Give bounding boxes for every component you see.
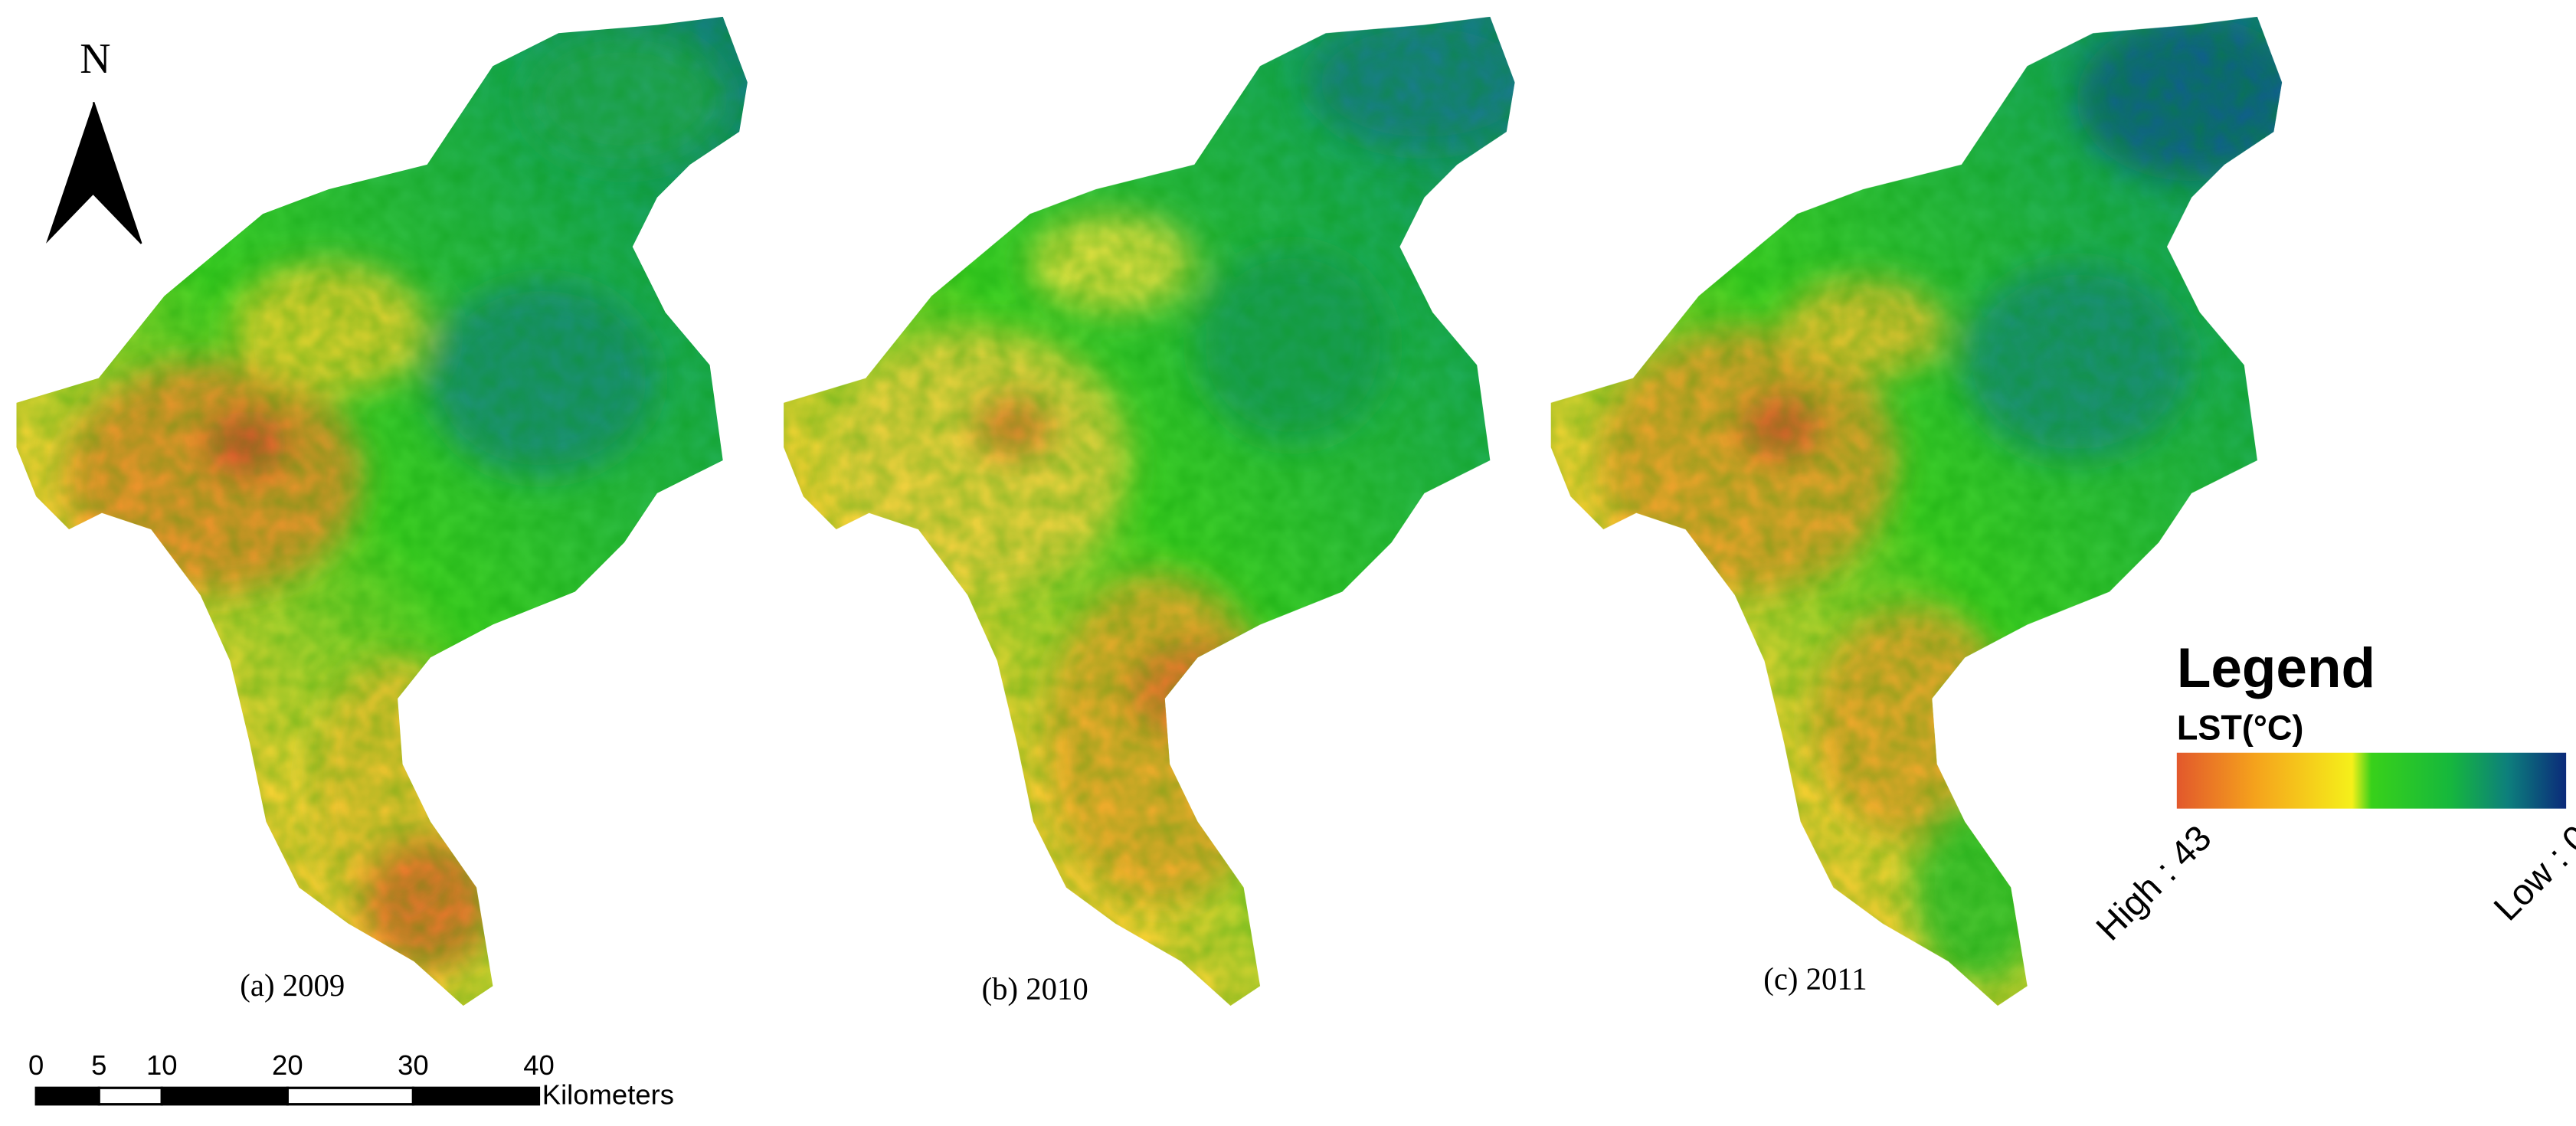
panel-label: (a) 2009	[240, 968, 345, 1003]
north-arrow: N	[46, 35, 142, 244]
scale-tick-label: 20	[272, 1049, 303, 1081]
panel-label: (b) 2010	[982, 971, 1088, 1006]
scale-segment	[286, 1086, 415, 1106]
lst-raster	[1550, 16, 2283, 1007]
north-label: N	[80, 35, 110, 83]
lst-raster	[16, 16, 748, 1007]
legend-subtitle: LST(°C)	[2177, 709, 2304, 748]
scale-tick-label: 10	[146, 1049, 178, 1081]
scale-unit: Kilometers	[542, 1079, 674, 1111]
raster-texture	[1550, 16, 2283, 1007]
legend-title: Legend	[2177, 637, 2375, 699]
map-panel: (b) 2010	[784, 16, 1515, 1007]
scale-tick-label: 30	[398, 1049, 429, 1081]
raster-texture	[16, 16, 748, 1007]
map-panel: (a) 2009	[16, 16, 748, 1007]
scale-tick-label: 0	[28, 1049, 44, 1081]
legend: Legend LST(°C) High : 43 Low : 0	[2088, 637, 2576, 948]
scale-segment	[34, 1086, 100, 1106]
legend-low: Low : 0	[2486, 817, 2576, 928]
lst-raster	[784, 16, 1515, 1007]
legend-high: High : 43	[2088, 817, 2219, 948]
scale-tick-label: 5	[91, 1049, 106, 1081]
scale-bar: Kilometers 0 5 10 20 30 40	[28, 1049, 674, 1111]
panel-label: (c) 2011	[1763, 962, 1867, 997]
raster-texture	[784, 16, 1515, 1007]
color-ramp	[2176, 752, 2567, 809]
scale-segment	[97, 1086, 163, 1106]
map-panel: (c) 2011	[1550, 16, 2283, 1007]
scale-segment	[160, 1086, 289, 1106]
scale-segment	[411, 1086, 541, 1106]
scale-tick-label: 40	[523, 1049, 555, 1081]
